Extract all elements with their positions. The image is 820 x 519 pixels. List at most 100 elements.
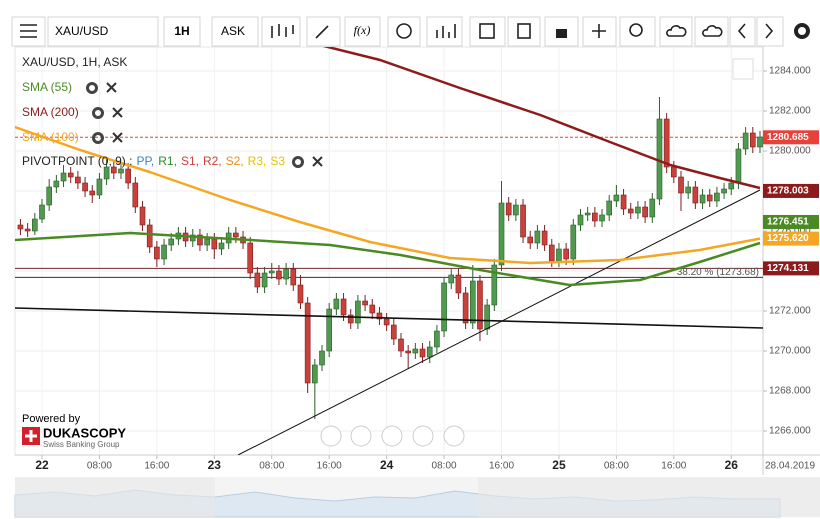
candle-body: [82, 182, 88, 192]
remove-icon[interactable]: [106, 82, 117, 93]
candle-body: [39, 204, 45, 220]
x-tick-label: 25: [552, 458, 566, 472]
candle-body: [685, 186, 691, 194]
candle-body: [548, 244, 555, 262]
watermark-powered: Powered by: [22, 413, 81, 425]
scroll-right-button[interactable]: [443, 425, 465, 447]
candle-body: [24, 228, 31, 232]
sma-line: [15, 231, 761, 287]
candle-body: [168, 238, 175, 246]
candle-body: [254, 272, 261, 288]
pivot-item: R3,: [248, 154, 267, 168]
candle-body: [125, 168, 131, 184]
crosshair-icon: [592, 24, 606, 38]
legend: XAU/USD, 1H, ASK SMA (55) SMA (200) SMA …: [22, 55, 323, 168]
candle-body: [706, 194, 713, 202]
maximize-button[interactable]: [732, 58, 754, 80]
candle-body: [649, 198, 656, 218]
indicators-button[interactable]: [344, 16, 381, 47]
candle-body: [498, 202, 505, 266]
candles-icon: [271, 24, 294, 38]
candle-body: [383, 318, 390, 326]
x-tick-label: 08:00: [432, 461, 457, 472]
candle-body: [527, 236, 534, 244]
candle-body: [505, 202, 512, 216]
y-tick-label: 1268.000: [769, 386, 811, 397]
y-tick-label: 1284.000: [769, 66, 811, 77]
candle-body: [110, 166, 117, 174]
remove-icon[interactable]: [312, 156, 323, 167]
logo-cross: [25, 430, 37, 442]
candle-body: [678, 176, 684, 194]
remove-icon[interactable]: [112, 132, 123, 143]
next-button[interactable]: [756, 16, 784, 47]
zoom-button[interactable]: [619, 16, 656, 47]
plot-marks: 38.20 % (1273.68): [15, 47, 763, 455]
zoom-out-button[interactable]: [350, 425, 372, 447]
candle-body: [46, 186, 52, 206]
candle-body: [462, 292, 469, 324]
menu-icon: [20, 24, 37, 38]
navigator-mask: [15, 477, 215, 517]
sma-line: [322, 47, 761, 190]
scroll-left-button[interactable]: [320, 425, 342, 447]
toolbar: XAU/USD 1H ASK f(x): [0, 0, 820, 47]
candle-body: [714, 192, 720, 202]
x-tick-label: 22: [35, 458, 49, 472]
settings-icon[interactable]: [292, 156, 304, 168]
legend-entry: SMA (100): [22, 130, 79, 144]
candle-body: [204, 238, 210, 246]
next-icon: [765, 23, 774, 39]
candle-body: [103, 166, 110, 180]
candle-body: [419, 348, 426, 358]
calendar-icon: [479, 23, 495, 39]
candle-body: [197, 234, 203, 246]
candle-body: [304, 302, 311, 384]
chart-type-button[interactable]: [261, 16, 301, 47]
candle-body: [749, 132, 756, 148]
candle-body: [477, 280, 483, 330]
candle-body: [67, 172, 74, 178]
candle-body: [627, 208, 634, 214]
candle-body: [268, 270, 275, 274]
prev-button[interactable]: [729, 16, 756, 47]
price-label-bg: [763, 214, 819, 229]
timeframe-select[interactable]: [163, 16, 201, 47]
candle-body: [96, 178, 103, 196]
prev-icon: [737, 23, 746, 39]
settings-icon[interactable]: [86, 82, 98, 94]
y-tick-label: 1280.000: [769, 146, 811, 157]
fx-label: f(x): [354, 23, 371, 37]
news-button[interactable]: [507, 16, 541, 47]
volume-button[interactable]: [426, 16, 463, 47]
download-button[interactable]: [694, 16, 729, 47]
price-label-bg: [763, 183, 819, 198]
upload-button[interactable]: [659, 16, 693, 47]
candle-body: [75, 176, 81, 184]
price-label-bg: [763, 231, 819, 246]
settings-icon[interactable]: [794, 23, 810, 39]
candle-body: [32, 218, 38, 232]
settings-icon[interactable]: [92, 107, 104, 119]
candle-body: [405, 350, 411, 354]
candle-body: [297, 284, 304, 304]
candle-body: [290, 268, 297, 286]
candle-body: [570, 224, 577, 260]
timeframe: 1H: [174, 24, 189, 38]
calendar-button[interactable]: [469, 16, 506, 47]
symbol-select[interactable]: [47, 16, 159, 47]
price-label-bg: [763, 261, 819, 276]
remove-icon[interactable]: [112, 107, 123, 118]
trend-line: [237, 189, 761, 455]
zoom-controls: [320, 425, 465, 447]
candle-body: [584, 212, 591, 216]
candle-body: [312, 364, 318, 384]
reset-button[interactable]: [381, 425, 403, 447]
candle-body: [635, 206, 641, 214]
candle-body: [398, 338, 404, 352]
candle-body: [721, 188, 727, 194]
side-select[interactable]: [211, 16, 259, 47]
info-button[interactable]: [387, 16, 421, 47]
settings-icon[interactable]: [92, 132, 104, 144]
zoom-in-button[interactable]: [412, 425, 434, 447]
